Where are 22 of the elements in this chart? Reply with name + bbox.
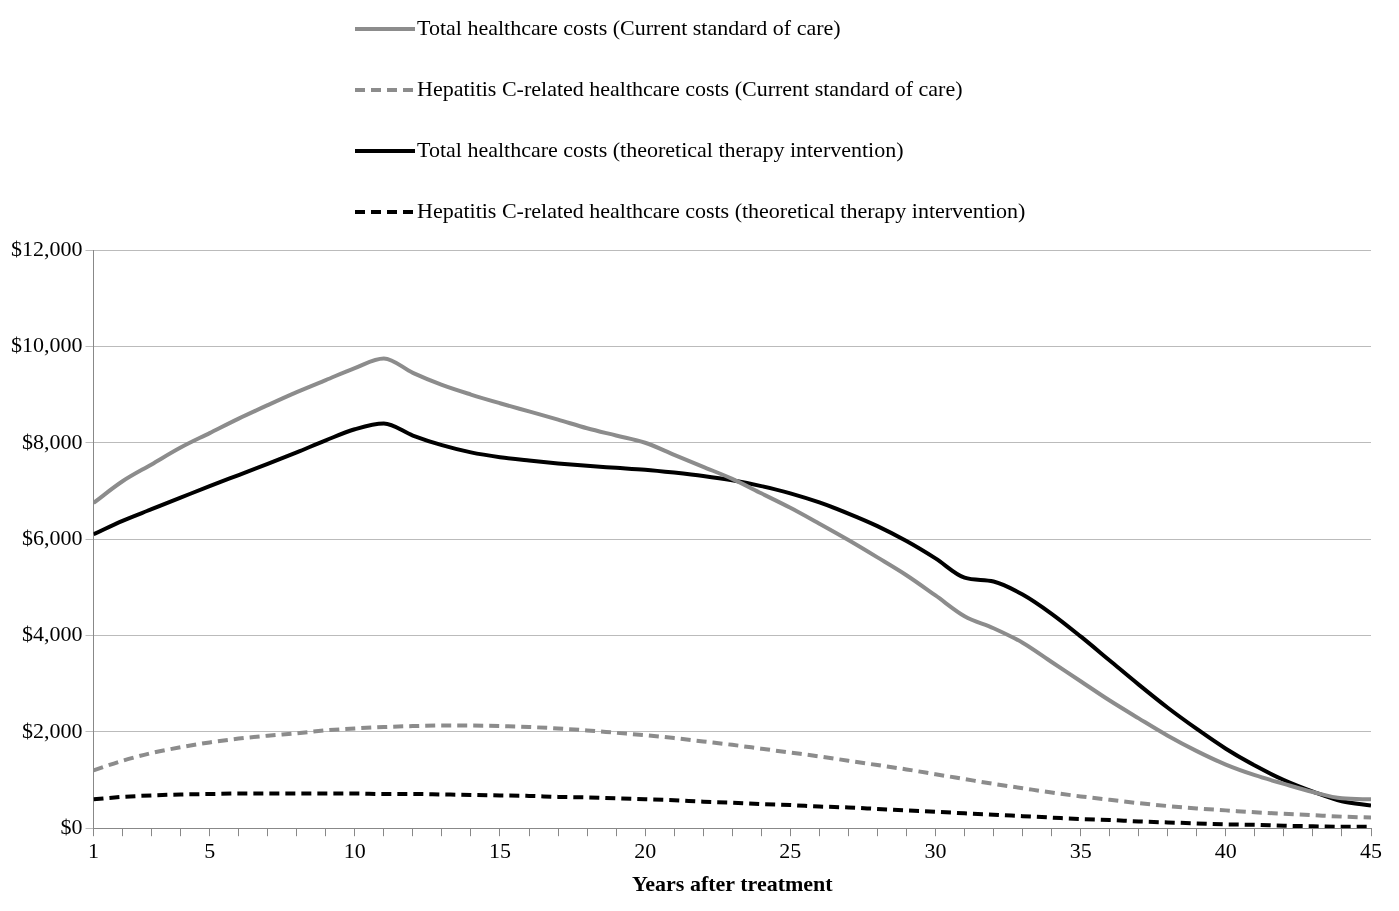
x-tick-label: 15 bbox=[488, 838, 511, 864]
y-tick-label: $4,000 bbox=[22, 621, 83, 647]
x-tick-label: 45 bbox=[1360, 838, 1382, 864]
x-tick-label: 40 bbox=[1214, 838, 1237, 864]
x-tick-label: 1 bbox=[88, 838, 99, 864]
legend-label: Total healthcare costs (Current standard of care) bbox=[417, 14, 841, 40]
legend-label: Hepatitis C-related healthcare costs (theoretical therapy intervention) bbox=[417, 197, 1026, 223]
x-tick-label: 20 bbox=[634, 838, 657, 864]
x-tick-label: 10 bbox=[343, 838, 366, 864]
legend-label: Hepatitis C-related healthcare costs (Current standard of care) bbox=[417, 75, 963, 101]
y-tick-label: $0 bbox=[60, 813, 83, 839]
y-tick-label: $10,000 bbox=[11, 332, 83, 358]
x-axis-title: Years after treatment bbox=[631, 871, 834, 897]
x-tick-label: 35 bbox=[1069, 838, 1092, 864]
y-tick-label: $8,000 bbox=[22, 428, 83, 454]
legend-label: Total healthcare costs (theoretical therapy intervention) bbox=[417, 136, 904, 162]
x-tick-label: 25 bbox=[779, 838, 802, 864]
y-tick-label: $12,000 bbox=[11, 235, 83, 261]
x-tick-label: 5 bbox=[204, 838, 216, 864]
x-tick-label: 30 bbox=[924, 838, 947, 864]
y-tick-label: $6,000 bbox=[22, 524, 83, 550]
y-tick-label: $2,000 bbox=[22, 717, 83, 743]
